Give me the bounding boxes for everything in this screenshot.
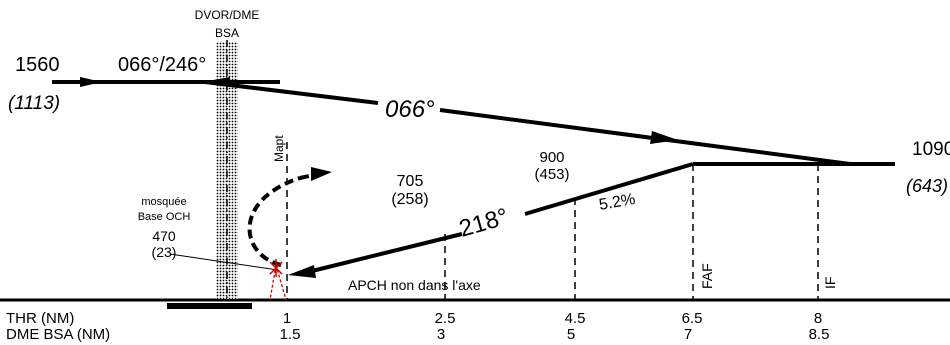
dme-value: 8.5 xyxy=(809,326,830,343)
obstacle-type: Base OCH xyxy=(138,211,191,223)
dme-value: 3 xyxy=(437,326,445,343)
dme-value: 7 xyxy=(684,326,692,343)
faf-label: FAF xyxy=(699,263,715,289)
if-label: IF xyxy=(822,277,838,289)
dme-value: 1.5 xyxy=(280,326,301,343)
fix1-altitude: 705 xyxy=(397,173,424,190)
fix2-height: (453) xyxy=(534,166,569,183)
station-name-line2: BSA xyxy=(215,26,239,40)
outbound-track-label: 066° xyxy=(385,96,435,123)
obstacle-leader xyxy=(169,253,279,271)
thr-value: 2.5 xyxy=(435,310,456,327)
dme-value: 5 xyxy=(567,326,575,343)
initial-radial: 066°/246° xyxy=(118,54,206,76)
thr-scale-label: THR (NM) xyxy=(6,310,74,327)
obstacle-altitude: 470 xyxy=(152,228,176,244)
outbound-track-a xyxy=(204,80,379,105)
gradient-label: 5.2% xyxy=(598,191,637,214)
missed-approach-turn xyxy=(247,176,301,267)
turn-altitude: 1090 xyxy=(912,139,950,160)
dme-scale-label: DME BSA (NM) xyxy=(6,326,110,343)
outbound-arrow xyxy=(650,131,678,144)
thr-value: 8 xyxy=(814,310,822,327)
approach-track-label: 218° xyxy=(456,203,511,243)
fix1-height: (258) xyxy=(391,191,428,208)
descent-path-lower xyxy=(311,232,463,273)
thr-value: 6.5 xyxy=(682,310,703,327)
obstacle-height: (23) xyxy=(152,244,177,260)
fix2-altitude: 900 xyxy=(539,149,564,166)
turn-height: (643) xyxy=(906,176,948,196)
mapt-label: Mapt xyxy=(272,135,286,162)
obstacle-marker xyxy=(269,264,287,301)
obstacle-star-icon xyxy=(269,259,283,277)
approach-arrow xyxy=(288,265,316,278)
approach-note: APCH non dans l'axe xyxy=(348,277,481,293)
missed-approach-arrow xyxy=(311,167,332,181)
track-arrow-east xyxy=(80,77,102,87)
initial-height: (1113) xyxy=(8,93,60,114)
descent-path-upper xyxy=(524,162,694,216)
thr-value: 4.5 xyxy=(565,310,586,327)
outbound-track-b xyxy=(439,108,851,166)
station-name: DVOR/DME xyxy=(195,8,260,22)
initial-altitude: 1560 xyxy=(15,54,60,76)
obstacle-name: mosquée xyxy=(141,196,186,208)
thr-value: 1 xyxy=(283,310,291,327)
